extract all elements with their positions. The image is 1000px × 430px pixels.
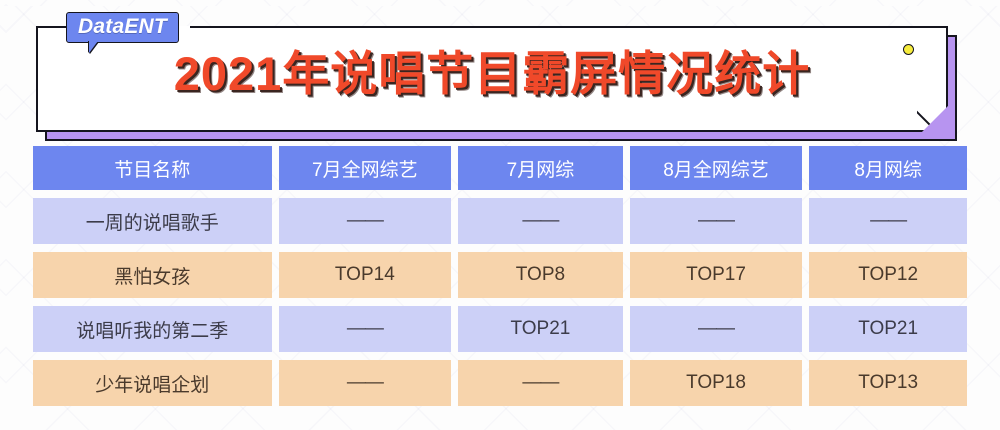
- brand-bubble: DataENT: [66, 12, 179, 54]
- cell-value: ——: [278, 198, 452, 244]
- title-banner: DataENT 2021年说唱节目霸屏情况统计: [36, 12, 957, 141]
- cell-value: ——: [458, 360, 623, 406]
- banner-white-card: [36, 26, 948, 132]
- cell-value: TOP13: [809, 360, 968, 406]
- yellow-dot-icon: [903, 44, 914, 55]
- speech-bubble-tail-icon: [89, 41, 98, 54]
- brand-label: DataENT: [78, 15, 167, 38]
- cell-value: ——: [629, 198, 803, 244]
- table-row: 说唱听我的第二季 —— TOP21 —— TOP21: [33, 306, 968, 352]
- brand-tag: DataENT: [66, 12, 179, 54]
- table-row: 一周的说唱歌手 —— —— —— ——: [33, 198, 968, 244]
- cell-value: TOP8: [458, 252, 623, 298]
- cell-program-name: 说唱听我的第二季: [33, 306, 272, 352]
- table-row: 少年说唱企划 —— —— TOP18 TOP13: [33, 360, 968, 406]
- cell-value: TOP18: [629, 360, 803, 406]
- column-header-august-web-variety: 8月网综: [809, 146, 968, 190]
- cell-value: TOP14: [278, 252, 452, 298]
- cell-value: ——: [458, 198, 623, 244]
- column-header-august-all-variety: 8月全网综艺: [629, 146, 803, 190]
- cell-value: ——: [278, 360, 452, 406]
- ranking-table: 节目名称 7月全网综艺 7月网综 8月全网综艺 8月网综 一周的说唱歌手 —— …: [33, 146, 968, 406]
- page-title: 2021年说唱节目霸屏情况统计: [173, 47, 811, 100]
- cell-value: TOP12: [809, 252, 968, 298]
- cell-value: TOP17: [629, 252, 803, 298]
- cell-value: ——: [278, 306, 452, 352]
- table-row: 黑怕女孩 TOP14 TOP8 TOP17 TOP12: [33, 252, 968, 298]
- column-header-july-all-variety: 7月全网综艺: [278, 146, 452, 190]
- cell-program-name: 一周的说唱歌手: [33, 198, 272, 244]
- cell-value: ——: [629, 306, 803, 352]
- column-header-july-web-variety: 7月网综: [458, 146, 623, 190]
- cell-value: ——: [809, 198, 968, 244]
- cell-program-name: 少年说唱企划: [33, 360, 272, 406]
- column-header-program-name: 节目名称: [33, 146, 272, 190]
- table-header-row: 节目名称 7月全网综艺 7月网综 8月全网综艺 8月网综: [33, 146, 968, 190]
- cell-value: TOP21: [458, 306, 623, 352]
- cell-value: TOP21: [809, 306, 968, 352]
- cell-program-name: 黑怕女孩: [33, 252, 272, 298]
